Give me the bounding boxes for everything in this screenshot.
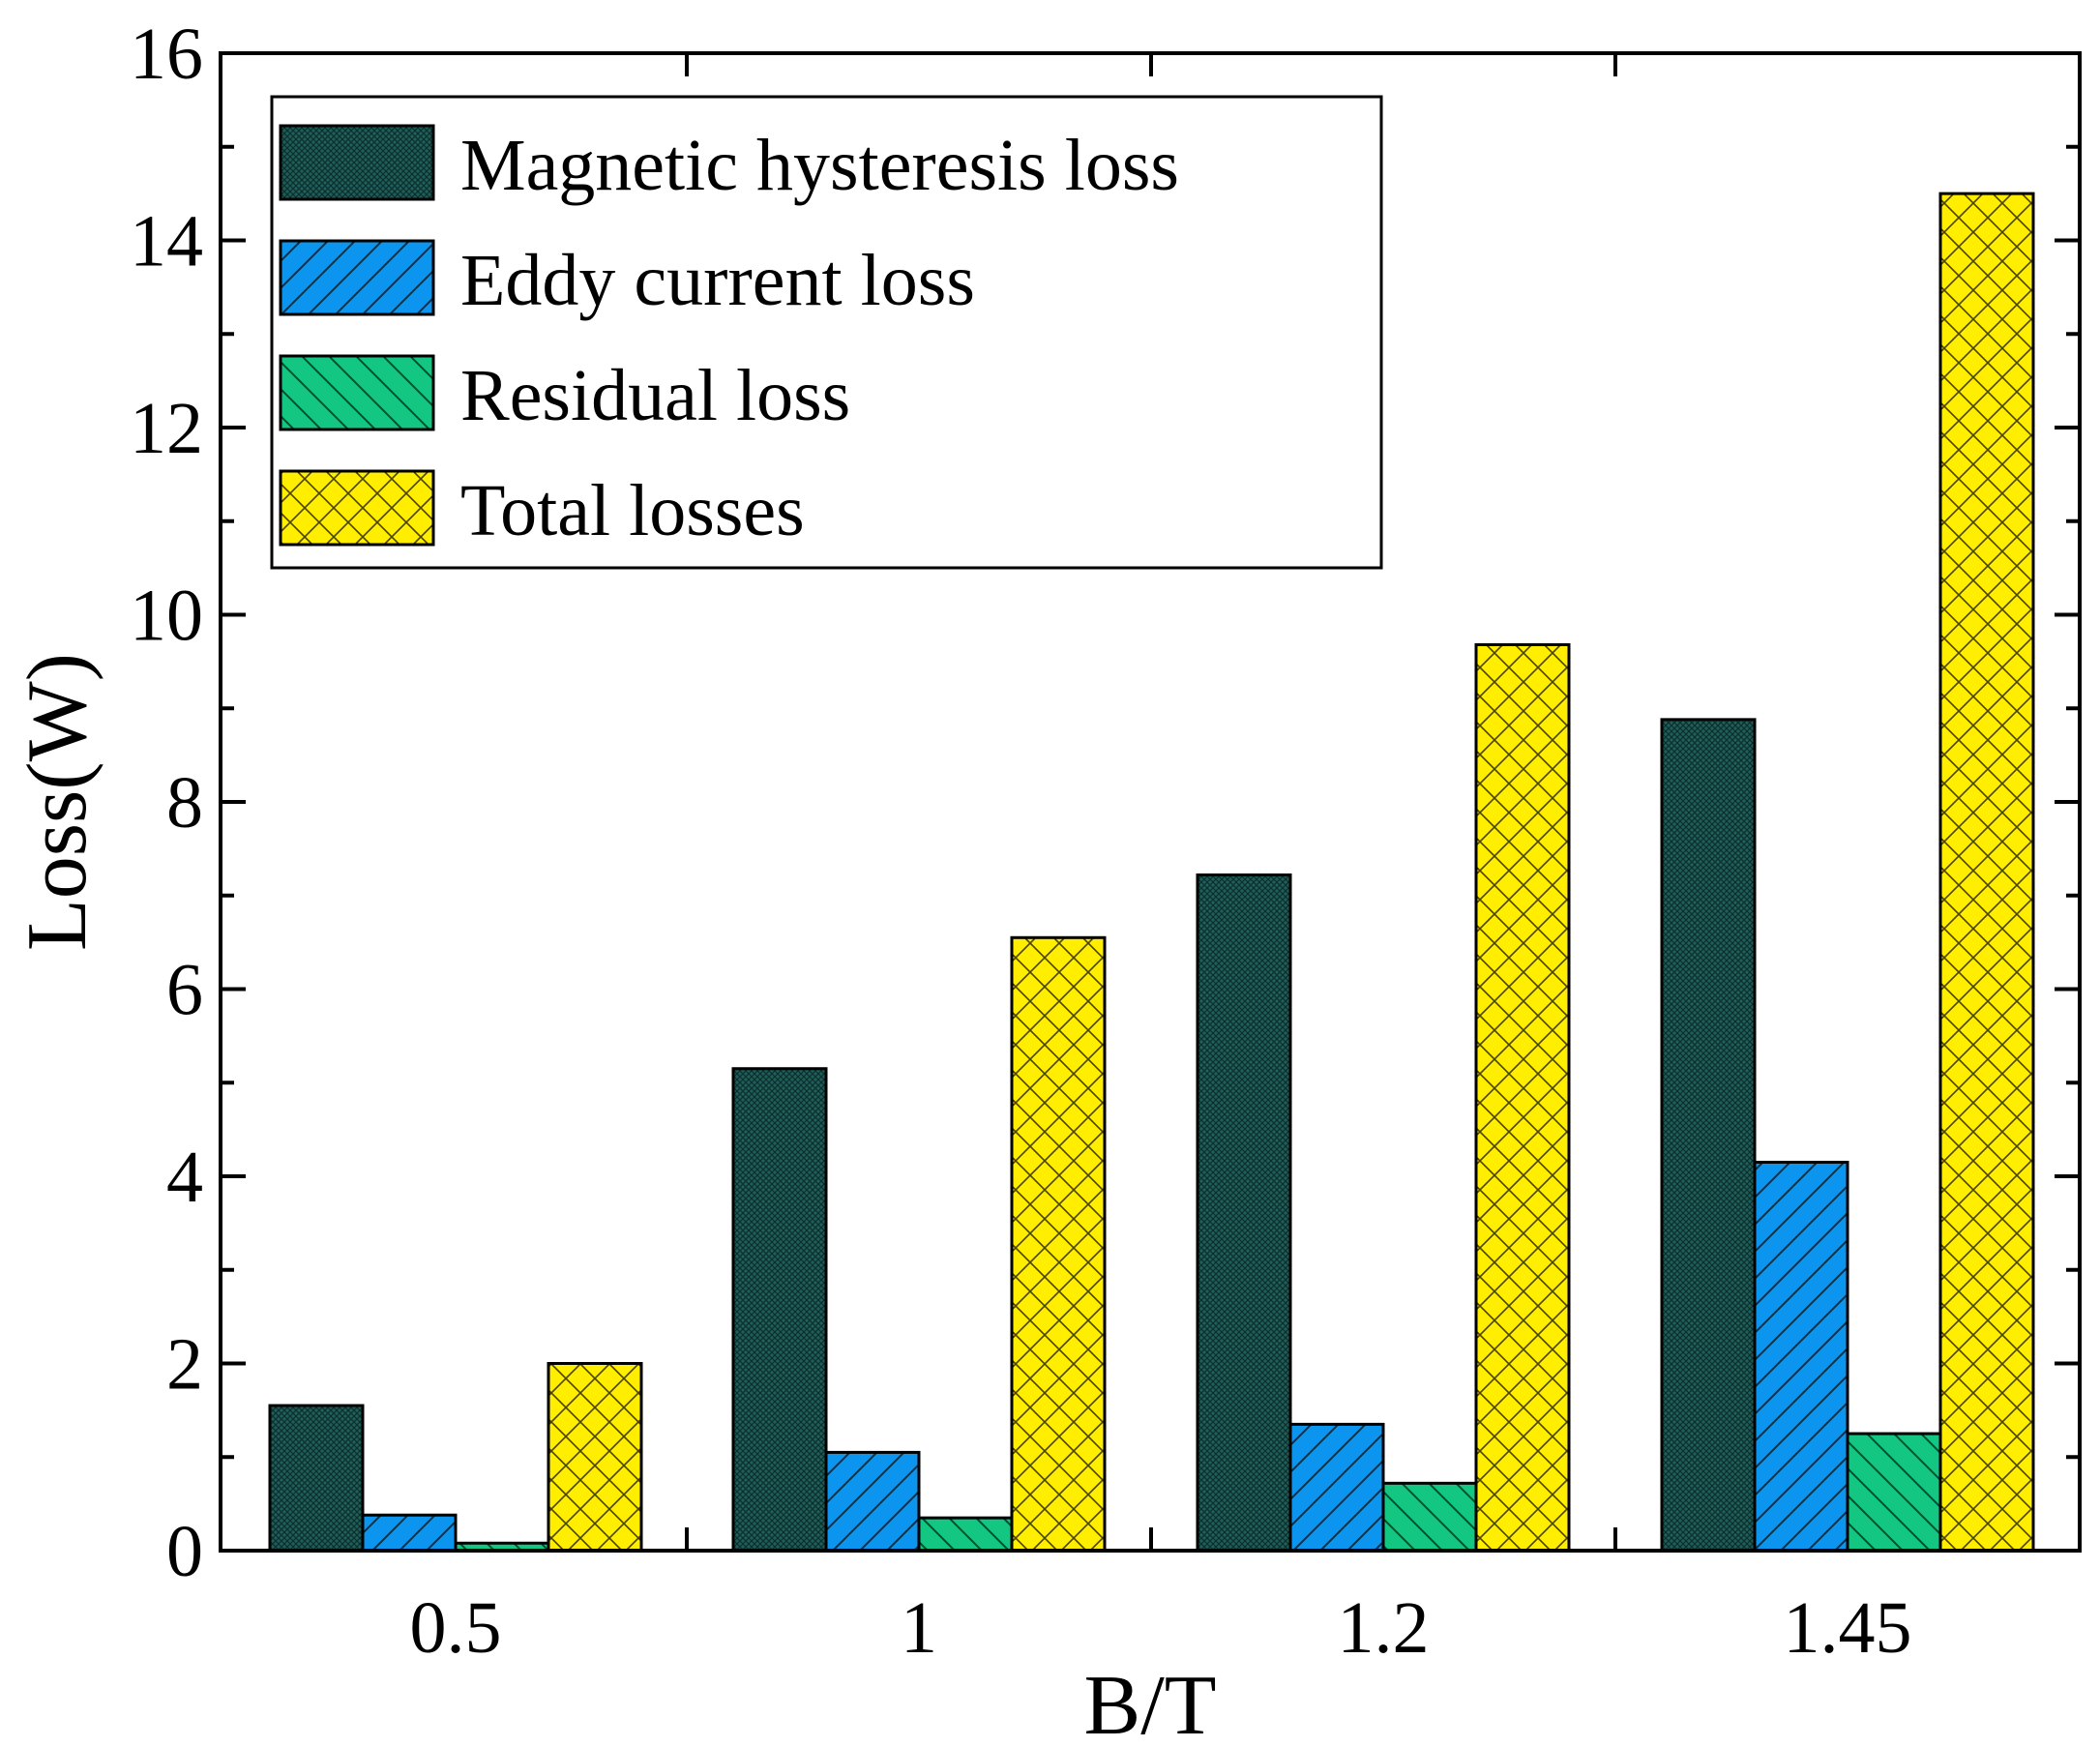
y-tick-label: 10: [130, 576, 203, 657]
bar-total-losses-1-45: [1938, 192, 2035, 1553]
bar-eddy-current-loss-0-5: [361, 1513, 458, 1553]
legend-box: [270, 95, 1383, 570]
y-tick-labels: 0 2 4 6 8 10 12 14 16: [130, 14, 203, 1592]
bar-residual-loss-1-2: [1381, 1481, 1478, 1553]
x-axis-label: B/T: [1084, 1659, 1217, 1742]
bar-magnetic-hysteresis-loss-1: [731, 1067, 828, 1553]
y-tick-label: 14: [130, 201, 203, 282]
legend-label: Magnetic hysteresis loss: [460, 125, 1179, 206]
legend-label: Total losses: [460, 470, 805, 551]
ticks-layer: [221, 51, 2080, 1553]
x-tick-label: 1: [901, 1587, 937, 1669]
y-axis-label: Loss(W): [11, 653, 104, 951]
bar-eddy-current-loss-1-2: [1288, 1422, 1385, 1553]
bar-residual-loss-1: [917, 1516, 1014, 1553]
y-tick-label: 16: [130, 14, 203, 95]
x-tick-labels: 0.5 1 1.2 1.45: [410, 1587, 1912, 1669]
bar-total-losses-0-5: [547, 1362, 643, 1553]
bar-eddy-current-loss-1: [824, 1450, 921, 1553]
legend-label: Residual loss: [460, 355, 850, 436]
legend: Magnetic hysteresis loss Eddy current los…: [270, 95, 1383, 570]
x-tick-label: 1.2: [1338, 1587, 1430, 1669]
x-tick-label: 0.5: [410, 1587, 502, 1669]
legend-entries: Magnetic hysteresis loss Eddy current los…: [279, 124, 1179, 551]
bar-eddy-current-loss-1-45: [1753, 1160, 1849, 1553]
bar-residual-loss-1-45: [1846, 1432, 1942, 1553]
y-tick-label: 12: [130, 388, 203, 469]
bar-magnetic-hysteresis-loss-0-5: [268, 1404, 365, 1553]
x-tick-label: 1.45: [1784, 1587, 1912, 1669]
y-tick-label: 0: [166, 1511, 203, 1592]
bar-total-losses-1: [1010, 935, 1107, 1553]
bars-layer: [268, 192, 2035, 1553]
y-tick-label: 6: [166, 950, 203, 1031]
bar-magnetic-hysteresis-loss-1-2: [1196, 873, 1292, 1553]
y-tick-label: 4: [166, 1137, 203, 1218]
y-tick-label: 2: [166, 1324, 203, 1406]
legend-swatch-magnetic-hysteresis-loss: [279, 124, 435, 201]
legend-label: Eddy current loss: [460, 240, 975, 321]
bar-total-losses-1-2: [1474, 642, 1571, 1553]
legend-swatch-total-losses: [279, 469, 435, 547]
bar-magnetic-hysteresis-loss-1-45: [1660, 718, 1757, 1553]
y-tick-label: 8: [166, 762, 203, 844]
legend-swatch-residual-loss: [279, 354, 435, 431]
legend-swatch-eddy-current-loss: [279, 239, 435, 316]
